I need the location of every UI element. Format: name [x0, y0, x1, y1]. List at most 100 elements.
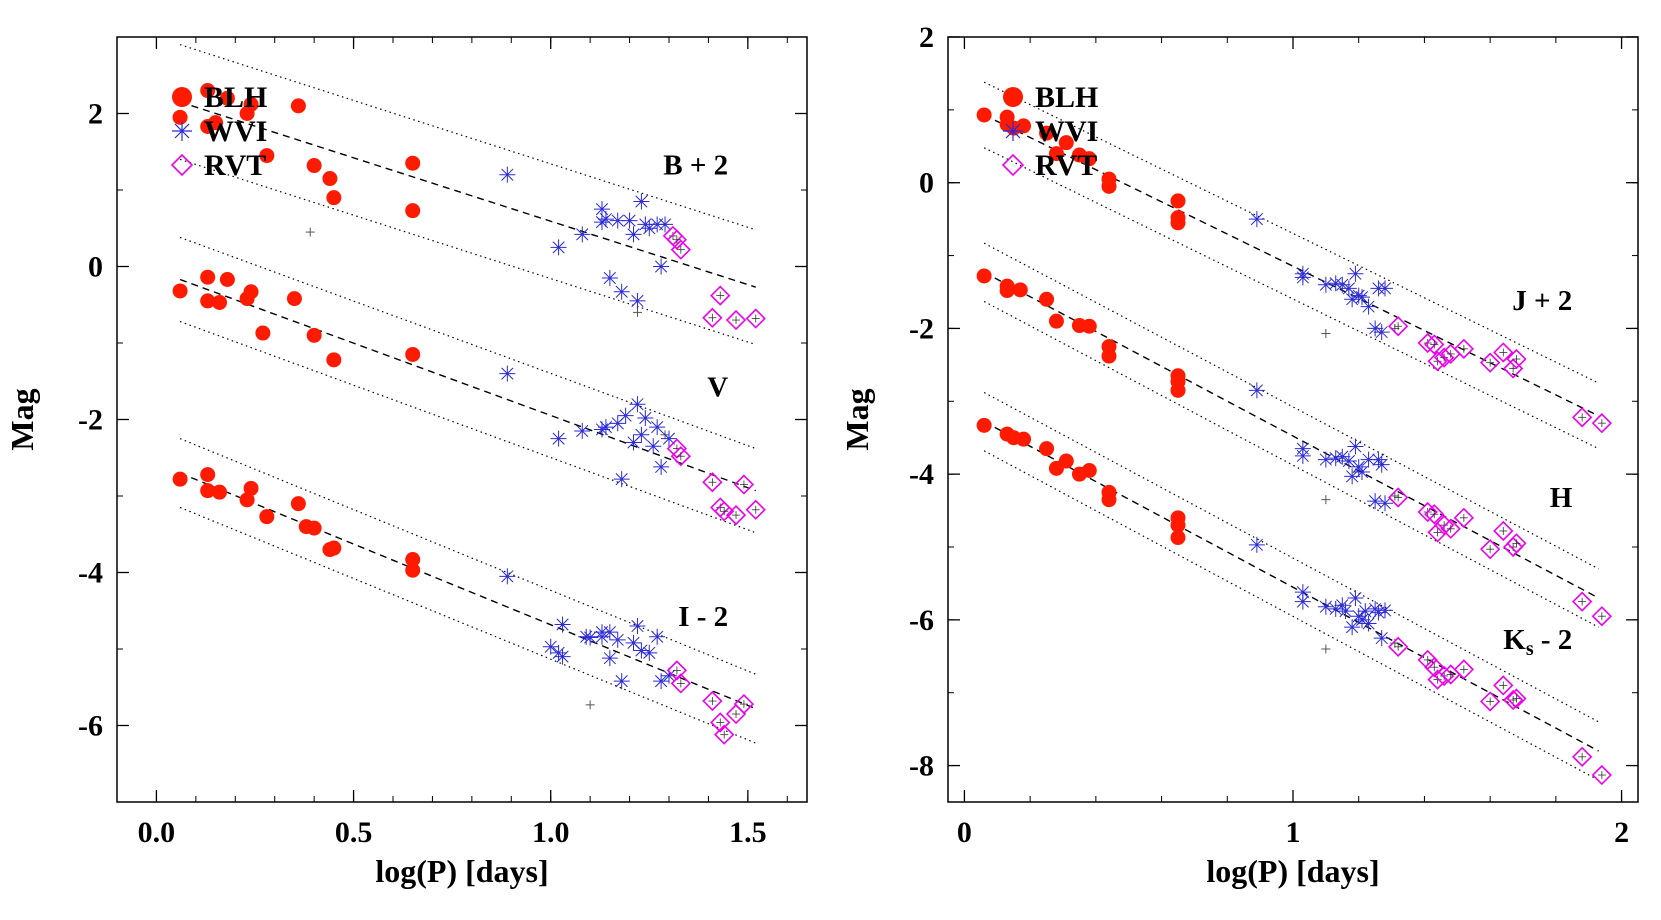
data-point-blh: [1101, 348, 1117, 364]
data-point-rvt: [1503, 536, 1524, 558]
data-point-wvi: [1377, 280, 1393, 297]
data-point-blh: [405, 346, 421, 362]
data-point-rvt: [670, 239, 691, 260]
data-point-wvi: [661, 430, 677, 447]
data-point-wvi: [1373, 456, 1390, 473]
lower-scatter-line: [179, 236, 756, 450]
data-point-rvt: [1572, 407, 1593, 428]
upper-scatter-line: [179, 506, 756, 744]
data-point-plus: [305, 227, 315, 237]
data-point-wvi: [633, 193, 650, 210]
data-point-wvi: [1370, 604, 1387, 621]
data-point-blh: [172, 471, 188, 487]
data-point-plus: [1321, 329, 1331, 339]
upper-scatter-line: [179, 158, 756, 346]
lower-scatter-line: [983, 242, 1599, 570]
right-chart-panel: 0 1 2 -8 -6 -4 -2 0 2 log(P) [days] Mag Ks - 2 H J + …: [839, 21, 1639, 889]
y-axis-label: Mag: [4, 388, 40, 450]
y-tick-label: -8: [909, 750, 934, 783]
data-point-rvt: [1424, 504, 1445, 525]
band-label: I - 2: [678, 601, 728, 633]
data-point-wvi: [621, 212, 638, 229]
data-point-rvt: [1480, 691, 1501, 712]
data-point-blh: [1039, 125, 1055, 141]
lower-scatter-line: [179, 44, 756, 231]
legend-label: RVT: [204, 149, 266, 182]
legend-marker-blh: [172, 87, 192, 107]
x-tick-label: 1: [1286, 816, 1301, 849]
data-point-rvt: [1388, 316, 1409, 337]
data-point-blh: [1170, 382, 1186, 398]
band-label: H: [1550, 482, 1573, 514]
data-point-wvi: [582, 629, 599, 646]
data-point-blh: [999, 283, 1015, 299]
data-point-rvt: [725, 703, 747, 725]
band-1: [976, 242, 1612, 628]
data-point-blh: [200, 467, 216, 483]
data-point-wvi: [542, 638, 559, 655]
data-point-rvt: [1493, 675, 1514, 696]
data-point-blh: [172, 283, 188, 299]
data-point-wvi: [1367, 320, 1384, 337]
data-point-wvi: [1248, 382, 1265, 399]
data-point-wvi: [1344, 291, 1361, 308]
data-point-blh: [1048, 313, 1064, 329]
data-point-rvt: [745, 308, 766, 329]
data-point-rvt: [1434, 515, 1455, 536]
data-point-blh: [219, 90, 235, 106]
data-point-wvi: [499, 568, 516, 585]
data-point-wvi: [1373, 324, 1390, 341]
data-point-plus: [632, 307, 642, 317]
data-point-wvi: [1357, 603, 1374, 620]
data-point-plus: [1321, 644, 1331, 654]
data-point-blh: [243, 284, 259, 300]
data-point-rvt: [1591, 606, 1612, 627]
y-tick-label: -2: [78, 404, 103, 437]
y-tick-label: 0: [88, 251, 103, 284]
data-point-wvi: [649, 419, 666, 436]
band-2: [976, 81, 1612, 450]
legend-marker-rvt: [170, 153, 194, 177]
data-point-wvi: [1354, 289, 1370, 306]
data-point-blh: [326, 352, 342, 368]
data-point-wvi: [1360, 298, 1377, 315]
data-point-rvt: [725, 504, 747, 526]
data-point-rvt: [1440, 518, 1461, 539]
data-point-blh: [219, 272, 235, 288]
data-point-rvt: [1506, 533, 1527, 554]
data-point-rvt: [1591, 764, 1612, 786]
data-point-blh: [212, 294, 228, 310]
data-point-wvi: [601, 650, 618, 667]
data-point-rvt: [702, 472, 723, 493]
data-point-blh: [200, 83, 216, 99]
data-point-rvt: [725, 309, 747, 331]
data-point-wvi: [1317, 598, 1334, 615]
data-point-wvi: [1340, 280, 1357, 297]
data-point-wvi: [550, 239, 567, 256]
data-point-wvi: [1360, 451, 1377, 468]
data-point-wvi: [1377, 495, 1393, 512]
data-point-blh: [976, 268, 992, 284]
data-point-wvi: [629, 396, 646, 413]
data-point-blh: [1039, 291, 1055, 307]
data-point-rvt: [1480, 539, 1501, 560]
data-point-wvi: [1347, 590, 1364, 606]
data-point-blh: [999, 109, 1015, 125]
data-point-wvi: [1340, 453, 1357, 470]
data-point-wvi: [1334, 448, 1351, 465]
band-label: Ks - 2: [1503, 624, 1572, 660]
data-point-rvt: [1572, 591, 1593, 612]
upper-scatter-line: [983, 147, 1599, 450]
data-point-blh: [405, 203, 421, 219]
data-point-wvi: [1354, 463, 1370, 480]
data-point-wvi: [613, 673, 630, 690]
x-tick-label: 1.0: [532, 816, 570, 849]
data-point-rvt: [1591, 413, 1612, 434]
data-point-blh: [239, 492, 255, 508]
data-point-blh: [208, 115, 224, 131]
band-label: B + 2: [663, 150, 728, 182]
lower-scatter-line: [983, 81, 1599, 384]
data-point-wvi: [649, 628, 666, 645]
y-tick-label: -4: [78, 557, 103, 590]
